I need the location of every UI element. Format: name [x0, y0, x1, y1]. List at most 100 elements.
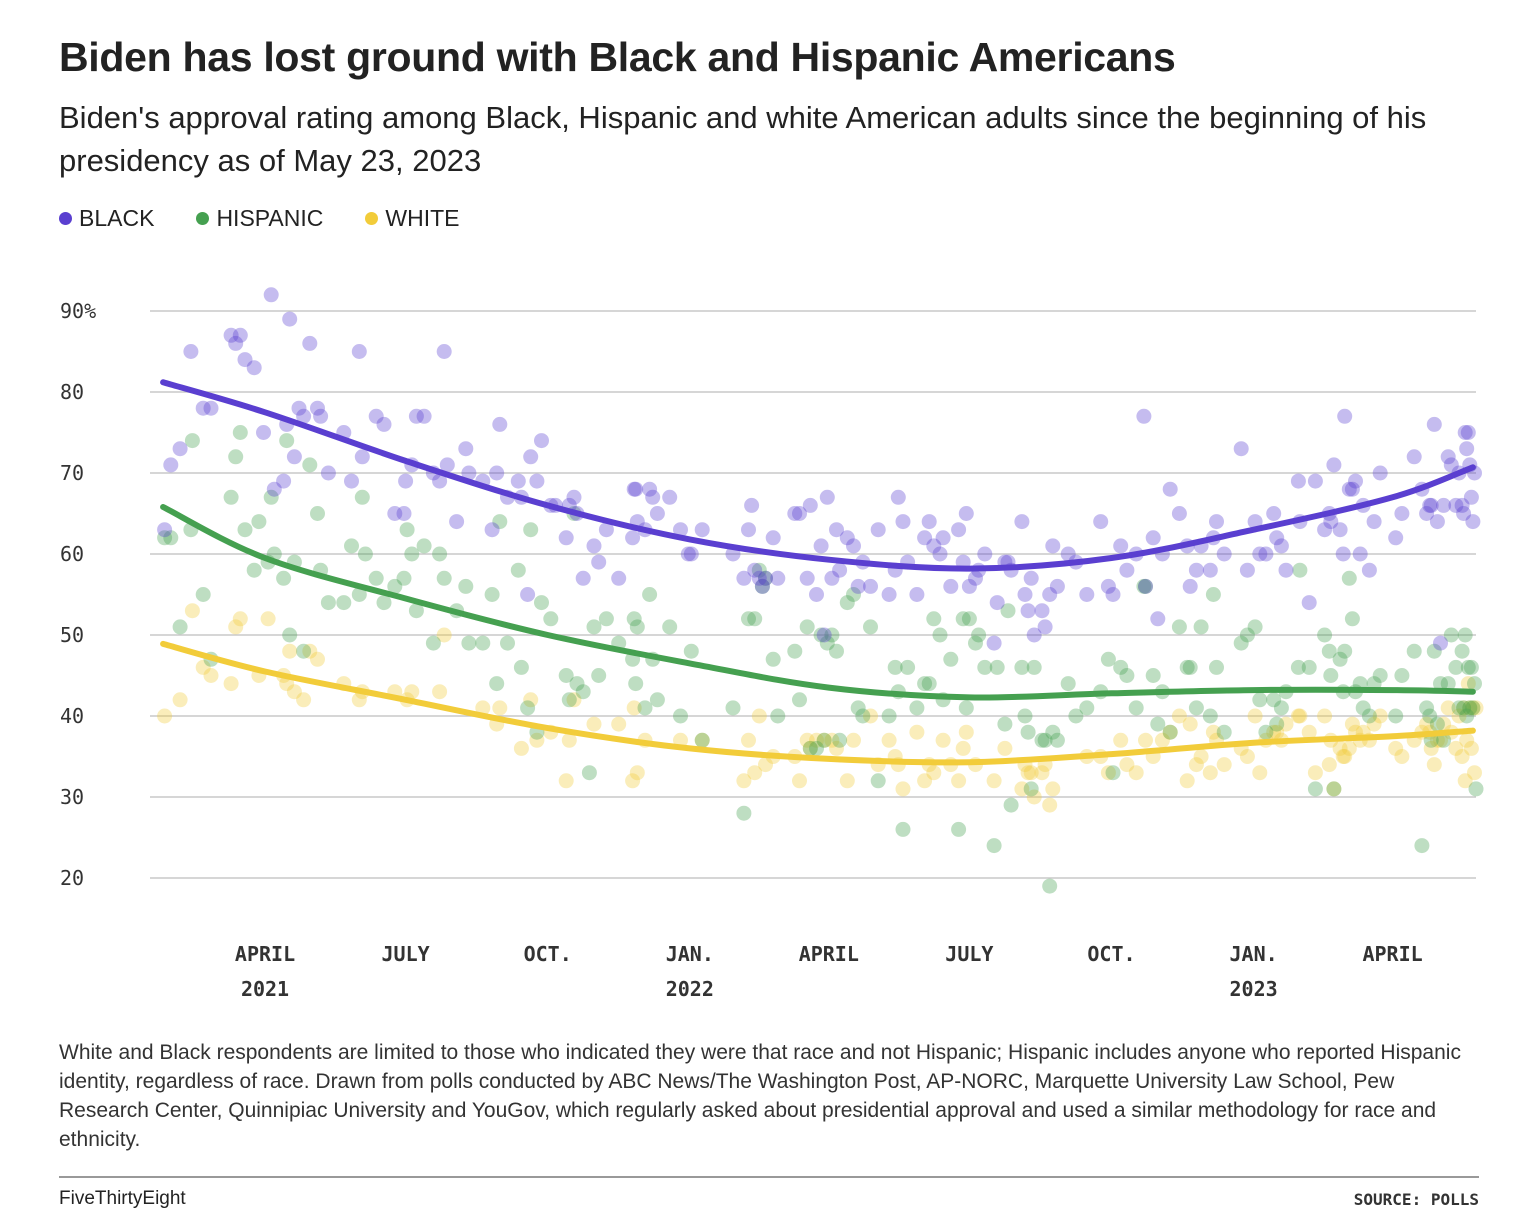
point-white-54: [816, 732, 832, 748]
point-white-117: [1307, 765, 1323, 781]
point-black-206: [1454, 497, 1470, 513]
point-hispanic-21: [302, 457, 318, 473]
point-hispanic-158: [1202, 708, 1218, 724]
point-hispanic-42: [458, 578, 474, 594]
point-white-143: [1436, 716, 1452, 732]
point-hispanic-203: [1448, 659, 1464, 675]
point-black-131: [1020, 603, 1036, 619]
point-hispanic-159: [1205, 587, 1221, 602]
point-hispanic-25: [336, 595, 352, 611]
point-white-3: [195, 659, 211, 675]
gridlines: [150, 310, 1476, 879]
point-white-65: [909, 724, 925, 740]
point-white-57: [839, 773, 855, 789]
point-black-123: [977, 546, 993, 562]
point-hispanic-2: [172, 619, 188, 635]
point-hispanic-127: [1003, 797, 1019, 813]
point-black-84: [754, 578, 770, 594]
point-hispanic-175: [1317, 627, 1333, 643]
point-black-1: [163, 457, 179, 473]
point-black-83: [751, 570, 767, 586]
point-white-35: [586, 716, 602, 732]
point-hispanic-11: [246, 562, 262, 578]
point-hispanic-16: [276, 570, 292, 586]
point-black-11: [256, 425, 271, 440]
point-hispanic-139: [1068, 708, 1084, 724]
point-hispanic-107: [895, 821, 911, 837]
point-black-196: [1422, 497, 1438, 513]
methodology-note: White and Black respondents are limited …: [59, 1041, 1461, 1151]
point-hispanic-143: [1105, 765, 1121, 781]
point-black-65: [625, 530, 641, 546]
point-black-98: [832, 562, 848, 578]
point-black-13: [266, 481, 282, 497]
point-hispanic-31: [376, 595, 392, 611]
point-hispanic-131: [1023, 781, 1039, 797]
point-hispanic-130: [1020, 724, 1036, 740]
point-hispanic-177: [1323, 668, 1339, 683]
chart-title: Biden has lost ground with Black and His…: [59, 34, 1176, 80]
point-black-50: [520, 587, 536, 602]
point-hispanic-93: [816, 732, 832, 748]
point-white-24: [436, 627, 452, 643]
point-hispanic-90: [802, 740, 818, 756]
point-black-2: [172, 441, 188, 457]
point-hispanic-5: [195, 587, 211, 602]
point-black-181: [1335, 546, 1351, 562]
point-black-0: [157, 522, 173, 538]
point-black-168: [1266, 506, 1282, 521]
point-black-18: [291, 400, 307, 416]
source-label: SOURCE: POLLS: [1353, 1190, 1479, 1209]
point-black-208: [1457, 425, 1473, 440]
point-black-112: [921, 514, 937, 530]
point-black-76: [683, 546, 699, 562]
point-black-105: [881, 587, 897, 602]
point-black-28: [368, 408, 384, 424]
x-tick-label-7: JAN.: [1229, 942, 1277, 966]
point-black-175: [1307, 473, 1323, 489]
point-white-152: [1460, 676, 1476, 692]
point-black-21: [310, 400, 325, 416]
point-hispanic-99: [846, 587, 861, 602]
point-hispanic-30: [368, 570, 384, 586]
point-hispanic-182: [1341, 570, 1357, 586]
point-hispanic-160: [1209, 659, 1224, 675]
point-black-30: [387, 506, 403, 521]
point-white-96: [1171, 708, 1187, 724]
point-black-4: [195, 400, 211, 416]
point-hispanic-179: [1332, 651, 1348, 667]
point-black-22: [313, 408, 329, 424]
point-white-50: [792, 773, 807, 789]
point-hispanic-20: [296, 643, 312, 659]
point-hispanic-167: [1266, 692, 1282, 708]
point-black-164: [1239, 562, 1255, 578]
chart-subtitle: Biden's approval rating among Black, His…: [59, 100, 1427, 178]
point-black-31: [396, 506, 412, 521]
point-black-170: [1273, 538, 1289, 554]
point-hispanic-83: [754, 578, 770, 594]
point-white-154: [1463, 740, 1479, 756]
point-hispanic-50: [513, 659, 529, 675]
point-white-124: [1337, 749, 1353, 764]
point-black-110: [909, 587, 925, 602]
point-black-99: [839, 530, 855, 546]
point-black-162: [1216, 546, 1232, 562]
point-white-107: [1247, 708, 1263, 724]
point-white-106: [1239, 749, 1255, 764]
point-hispanic-205: [1454, 643, 1470, 659]
point-hispanic-71: [642, 587, 658, 602]
point-hispanic-103: [870, 773, 886, 789]
point-black-179: [1326, 457, 1342, 473]
point-hispanic-109: [909, 700, 925, 716]
point-black-45: [489, 465, 505, 481]
point-white-90: [1119, 757, 1135, 773]
point-hispanic-138: [1060, 676, 1076, 692]
point-hispanic-48: [500, 635, 515, 651]
point-hispanic-191: [1394, 668, 1410, 683]
point-hispanic-149: [1145, 668, 1161, 683]
point-white-39: [629, 765, 645, 781]
point-black-27: [354, 449, 370, 465]
point-black-25: [344, 473, 359, 489]
point-hispanic-206: [1456, 700, 1472, 716]
point-hispanic-37: [416, 538, 432, 554]
